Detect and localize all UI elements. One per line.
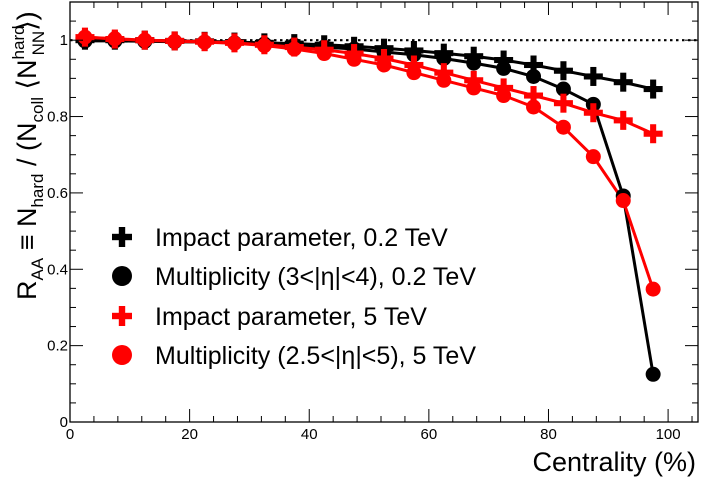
- y-tick-label: 0.4: [47, 261, 68, 278]
- legend-marker-3: [112, 345, 132, 365]
- cross-bar-v: [291, 37, 298, 57]
- cross-bar-v: [410, 40, 417, 60]
- cross-bar-v: [380, 38, 388, 58]
- cross-bar-v: [261, 35, 268, 55]
- series-2-point: [195, 32, 215, 52]
- series-0-point: [524, 55, 544, 75]
- series-1-point: [645, 366, 661, 382]
- series-0-point: [494, 50, 514, 70]
- cross-bar-v: [171, 31, 178, 51]
- cross-bar-v: [470, 46, 477, 66]
- y-tick-label: 0.6: [47, 185, 68, 202]
- x-tick-label: 0: [66, 426, 74, 443]
- series-0-point: [434, 43, 454, 63]
- series-2-point: [494, 78, 514, 98]
- series-0-point: [643, 79, 663, 99]
- cross-bar-v: [410, 55, 417, 75]
- series-1-point: [555, 81, 571, 97]
- series-2-point: [613, 110, 633, 130]
- cross-bar-v: [111, 29, 118, 49]
- series-2-point: [224, 33, 244, 53]
- x-axis-label: Centrality (%): [532, 447, 696, 477]
- x-tick-label: 80: [540, 426, 557, 443]
- x-axis: 0 20 40 60 80 100: [66, 2, 693, 443]
- series-2-point: [374, 49, 394, 69]
- cross-bar-v: [620, 72, 627, 92]
- series-2-point: [254, 35, 274, 55]
- x-tick-label: 100: [656, 426, 681, 443]
- cross-bar-v: [590, 103, 597, 123]
- cross-bar-v: [351, 44, 358, 64]
- y-tick-label: 0: [60, 414, 68, 431]
- cross-bar-v: [440, 43, 447, 63]
- cross-bar-v: [530, 86, 537, 106]
- series-0-point: [374, 38, 394, 58]
- series-2-point: [105, 29, 125, 49]
- legend-label-3: Multiplicity (2.5<|η|<5), 5 TeV: [155, 342, 476, 370]
- cross-bar-v: [321, 40, 328, 60]
- legend-label-0: Impact parameter, 0.2 TeV: [155, 224, 448, 252]
- cross-bar-v: [81, 27, 88, 47]
- series-2-point: [464, 70, 484, 90]
- cross-bar-v: [650, 79, 657, 99]
- cross-bar-v: [620, 110, 627, 130]
- cross-bar-v: [141, 30, 148, 50]
- y-tick-label: 0.8: [47, 109, 68, 126]
- legend: Impact parameter, 0.2 TeV Multiplicity (3…: [112, 224, 476, 370]
- legend-marker-1: [112, 266, 132, 286]
- cross-bar-v: [201, 32, 208, 52]
- series-0-point: [553, 61, 573, 81]
- cross-bar-v: [118, 306, 126, 326]
- cross-bar-v: [231, 33, 238, 53]
- series-2-point: [344, 44, 364, 64]
- legend-label-2: Impact parameter, 5 TeV: [155, 303, 427, 331]
- series-2-point: [314, 40, 334, 60]
- series-2-point: [284, 37, 304, 57]
- series-2-point: [643, 124, 663, 144]
- cross-bar-v: [650, 124, 657, 144]
- series-2-point: [553, 93, 573, 113]
- cross-bar-v: [500, 78, 507, 98]
- series-3-point: [555, 119, 571, 135]
- series-2-point: [583, 103, 603, 123]
- series-2-point: [404, 55, 424, 75]
- series-3-point: [526, 99, 542, 115]
- y-axis: 0 0.2 0.4 0.6 0.8 1: [47, 1, 698, 431]
- legend-marker-2: [112, 306, 132, 326]
- series-1-point: [526, 68, 542, 84]
- series-3-point: [645, 281, 661, 297]
- series-0-point: [583, 66, 603, 86]
- series-2-point: [524, 86, 544, 106]
- cross-bar-v: [530, 55, 537, 75]
- cross-bar-v: [118, 227, 126, 247]
- x-tick-label: 40: [301, 426, 318, 443]
- y-tick-label: 1: [60, 32, 68, 49]
- series-3-point: [585, 149, 601, 165]
- series-3-point: [615, 193, 631, 209]
- series-2-point: [165, 31, 185, 51]
- x-tick-label: 60: [421, 426, 438, 443]
- series-2-point: [135, 30, 155, 50]
- y-axis-label: RAA ≡ Nhard / (Ncoll ⟨NhardNN⟩): [9, 11, 48, 300]
- series-0-point: [404, 40, 424, 60]
- cross-bar-v: [500, 50, 507, 70]
- cross-bar-v: [590, 66, 597, 86]
- x-tick-label: 20: [181, 426, 198, 443]
- series-2-point: [75, 27, 95, 47]
- legend-marker-0: [112, 227, 132, 247]
- cross-bar-v: [560, 93, 567, 113]
- series-0-point: [613, 72, 633, 92]
- series-markers: [75, 27, 663, 382]
- cross-bar-v: [470, 70, 477, 90]
- cross-bar-v: [440, 63, 447, 83]
- cross-bar-v: [380, 49, 388, 69]
- legend-label-1: Multiplicity (3<|η|<4), 0.2 TeV: [155, 263, 476, 291]
- cross-bar-v: [560, 61, 567, 81]
- series-0-point: [464, 46, 484, 66]
- series-2-point: [434, 63, 454, 83]
- y-tick-label: 0.2: [47, 338, 68, 355]
